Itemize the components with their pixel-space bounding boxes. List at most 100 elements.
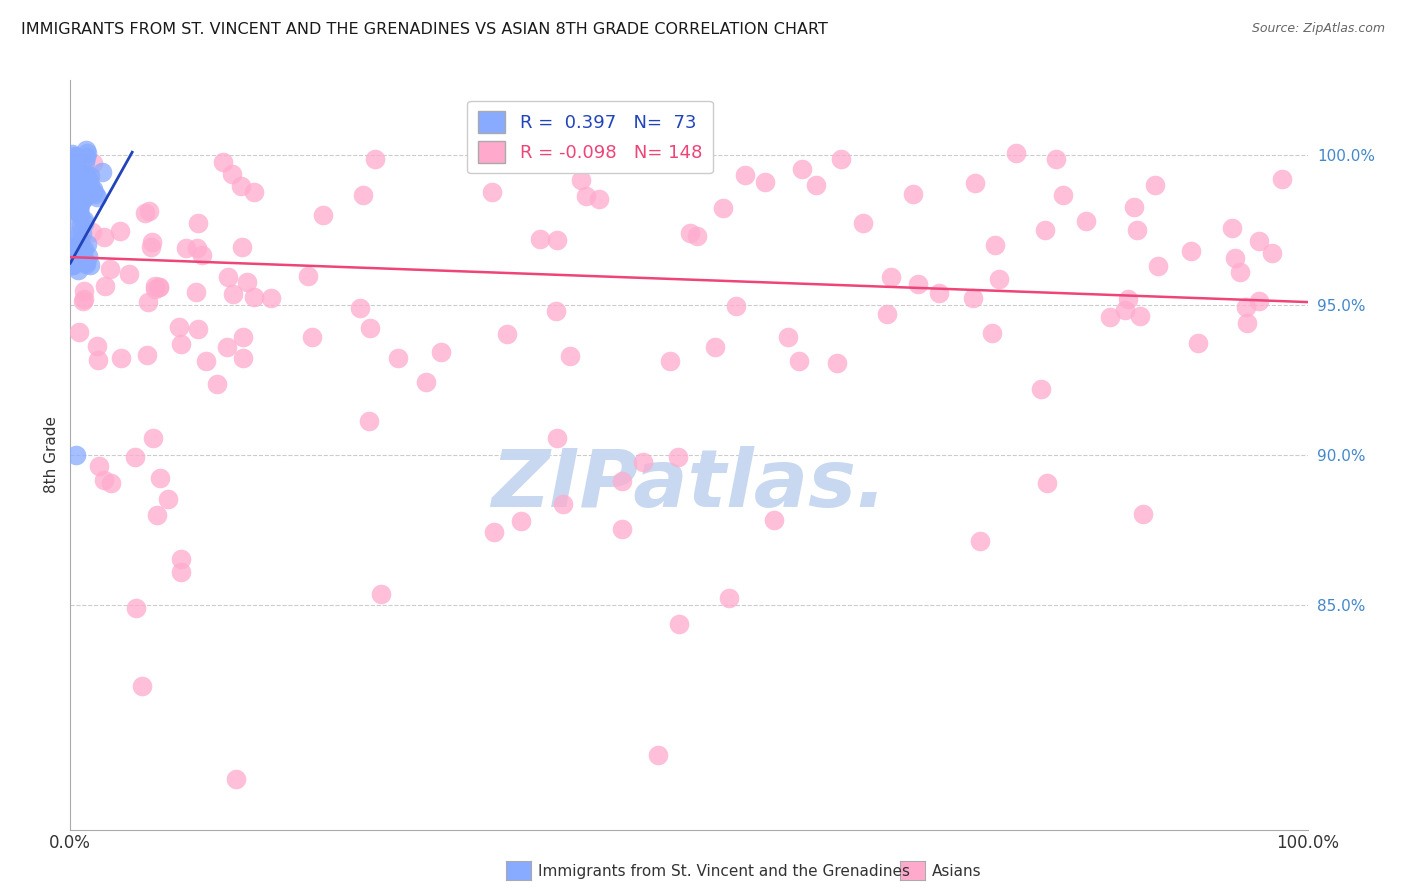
- Point: [546, 431, 568, 445]
- Point: [124, 450, 146, 465]
- Point: [148, 280, 170, 294]
- Point: [787, 353, 810, 368]
- Point: [65, 191, 87, 205]
- Point: [60, 146, 83, 161]
- Point: [546, 234, 568, 248]
- Point: [62, 240, 84, 254]
- Point: [134, 206, 156, 220]
- Point: [1143, 178, 1166, 192]
- Point: [66, 170, 89, 185]
- Point: [297, 269, 319, 284]
- Point: [63, 252, 86, 266]
- Point: [60, 189, 83, 203]
- Point: [69, 233, 91, 247]
- Point: [174, 241, 197, 255]
- Point: [136, 348, 159, 362]
- Point: [962, 291, 984, 305]
- Point: [610, 474, 633, 488]
- Point: [65, 247, 87, 261]
- Point: [1229, 265, 1251, 279]
- Point: [67, 202, 90, 216]
- Point: [301, 330, 323, 344]
- Point: [1234, 300, 1257, 314]
- Point: [67, 263, 90, 277]
- Point: [191, 247, 214, 261]
- Point: [1261, 246, 1284, 260]
- Point: [804, 178, 827, 193]
- Point: [186, 285, 208, 299]
- Point: [1052, 187, 1074, 202]
- Point: [86, 190, 108, 204]
- Point: [482, 525, 505, 540]
- Point: [1036, 475, 1059, 490]
- Point: [73, 242, 96, 256]
- Point: [659, 354, 682, 368]
- Point: [980, 326, 1002, 340]
- Point: [60, 154, 83, 169]
- Point: [1045, 152, 1067, 166]
- Point: [72, 250, 94, 264]
- Point: [136, 295, 159, 310]
- Point: [79, 258, 101, 272]
- Point: [666, 450, 689, 464]
- Point: [496, 327, 519, 342]
- Point: [66, 227, 89, 242]
- Point: [67, 165, 90, 179]
- Point: [86, 339, 108, 353]
- Point: [1114, 303, 1136, 318]
- Point: [138, 203, 160, 218]
- Point: [67, 325, 90, 339]
- Point: [77, 249, 100, 263]
- Point: [65, 173, 87, 187]
- Point: [569, 173, 592, 187]
- Point: [66, 205, 89, 219]
- Point: [1074, 214, 1097, 228]
- Point: [67, 178, 90, 193]
- Point: [143, 278, 166, 293]
- Point: [93, 473, 115, 487]
- Point: [430, 344, 453, 359]
- Point: [218, 269, 240, 284]
- Point: [879, 270, 901, 285]
- Point: [75, 150, 97, 164]
- Point: [762, 513, 785, 527]
- Point: [69, 235, 91, 250]
- Point: [679, 227, 702, 241]
- Point: [63, 149, 86, 163]
- Point: [149, 471, 172, 485]
- Point: [100, 476, 122, 491]
- Point: [876, 307, 898, 321]
- Point: [73, 284, 96, 298]
- Point: [544, 304, 567, 318]
- Point: [1147, 259, 1170, 273]
- Point: [551, 497, 574, 511]
- Point: [65, 179, 87, 194]
- Point: [73, 182, 96, 196]
- Point: [704, 340, 727, 354]
- Point: [87, 352, 110, 367]
- Point: [69, 198, 91, 212]
- Point: [186, 241, 208, 255]
- Point: [62, 188, 84, 202]
- Point: [830, 153, 852, 167]
- Point: [370, 587, 392, 601]
- Point: [195, 354, 218, 368]
- Point: [232, 330, 254, 344]
- Point: [75, 167, 97, 181]
- Point: [509, 514, 531, 528]
- Point: [647, 747, 669, 762]
- Point: [131, 679, 153, 693]
- Point: [72, 213, 94, 227]
- Point: [574, 189, 596, 203]
- Point: [72, 193, 94, 207]
- Point: [84, 186, 107, 201]
- Point: [1249, 234, 1271, 248]
- Point: [75, 143, 97, 157]
- Point: [118, 268, 141, 282]
- Point: [232, 351, 254, 365]
- Point: [1031, 383, 1053, 397]
- Point: [82, 186, 104, 200]
- Point: [63, 161, 86, 176]
- Point: [852, 216, 875, 230]
- Point: [359, 414, 381, 428]
